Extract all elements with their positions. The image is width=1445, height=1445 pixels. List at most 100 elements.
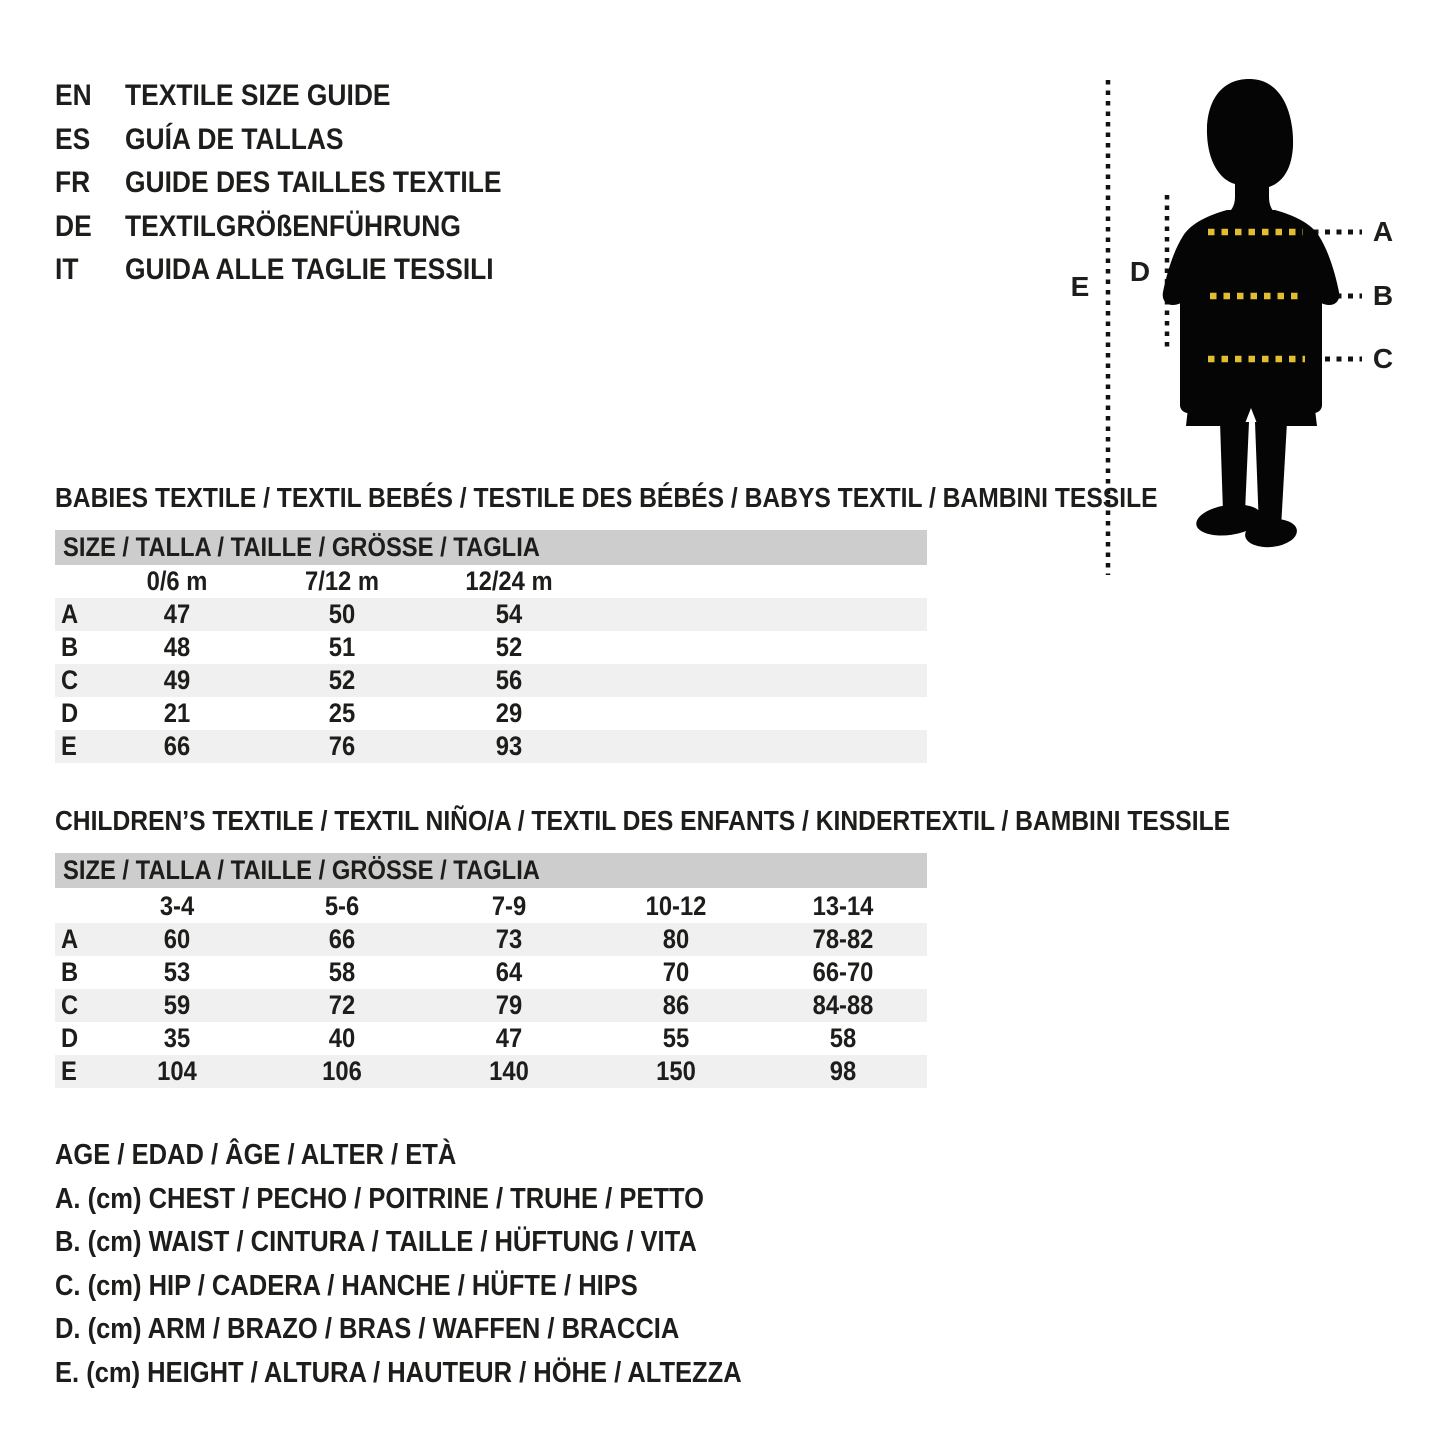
page-title-en: TEXTILE SIZE GUIDE	[125, 79, 391, 112]
table-cell: 21	[163, 698, 191, 728]
table-cell: 47	[495, 1023, 523, 1053]
table-row: B 53 58 64 70 66-70	[55, 956, 927, 989]
child-silhouette	[1162, 78, 1340, 548]
children-col-0: 3-4	[159, 891, 195, 921]
legend-height: E. (cm) HEIGHT / ALTURA / HAUTEUR / HÖHE…	[55, 1356, 742, 1389]
table-cell: 56	[495, 665, 523, 695]
babies-column-header-row: 0/6 m 7/12 m 12/24 m	[55, 565, 927, 598]
page-title-it: GUIDA ALLE TAGLIE TESSILI	[125, 253, 494, 286]
children-col-4: 13-14	[812, 891, 874, 921]
lang-code-en: EN	[55, 79, 92, 112]
table-cell: 52	[495, 632, 523, 662]
figure-label-b: B	[1372, 280, 1394, 311]
table-cell: 106	[322, 1056, 362, 1086]
row-label: A	[61, 924, 79, 954]
table-cell: 48	[163, 632, 191, 662]
legend-age: AGE / EDAD / ÂGE / ALTER / ETÀ	[55, 1139, 457, 1171]
table-row: E 104 106 140 150 98	[55, 1055, 927, 1088]
legend-waist: B. (cm) WAIST / CINTURA / TAILLE / HÜFTU…	[55, 1226, 697, 1258]
lang-row-de: DE TEXTILGRÖßENFÜHRUNG	[55, 205, 553, 249]
children-col-3: 10-12	[645, 891, 707, 921]
table-cell: 55	[662, 1023, 690, 1053]
table-cell: 40	[328, 1023, 356, 1053]
table-cell: 73	[495, 924, 523, 954]
table-cell: 50	[328, 599, 356, 629]
table-cell: 58	[328, 957, 356, 987]
figure-label-a: A	[1372, 216, 1394, 247]
table-row: A 60 66 73 80 78-82	[55, 923, 927, 956]
child-measurement-figure	[1105, 78, 1362, 575]
row-label: D	[61, 698, 79, 728]
table-cell: 66	[328, 924, 356, 954]
table-cell: 47	[163, 599, 191, 629]
children-col-1: 5-6	[324, 891, 360, 921]
lang-row-en: EN TEXTILE SIZE GUIDE	[55, 74, 553, 118]
table-cell: 54	[495, 599, 523, 629]
page-title-de: TEXTILGRÖßENFÜHRUNG	[125, 209, 461, 243]
legend-hip: C. (cm) HIP / CADERA / HANCHE / HÜFTE / …	[55, 1269, 638, 1302]
table-cell: 86	[662, 990, 690, 1020]
figure-label-d: D	[1129, 256, 1151, 287]
language-title-block: EN TEXTILE SIZE GUIDE ES GUÍA DE TALLAS FR…	[55, 74, 553, 292]
babies-col-2: 12/24 m	[465, 566, 553, 596]
table-cell: 104	[157, 1056, 197, 1086]
lang-row-es: ES GUÍA DE TALLAS	[55, 118, 553, 162]
table-cell: 58	[829, 1023, 857, 1053]
table-cell: 25	[328, 698, 356, 728]
lang-code-it: IT	[55, 253, 79, 286]
table-cell: 51	[328, 632, 356, 662]
table-row: B 48 51 52	[55, 631, 927, 664]
measurement-legend: AGE / EDAD / ÂGE / ALTER / ETÀ A. (cm) C…	[55, 1134, 835, 1395]
lang-code-es: ES	[55, 122, 91, 156]
lang-code-fr: FR	[55, 166, 91, 199]
table-cell: 52	[328, 665, 356, 695]
table-cell: 140	[489, 1056, 529, 1086]
table-row: A 47 50 54	[55, 598, 927, 631]
children-table-title: CHILDREN’S TEXTILE / TEXTIL NIÑO/A / TEX…	[55, 805, 1231, 836]
lang-row-fr: FR GUIDE DES TAILLES TEXTILE	[55, 161, 553, 205]
babies-table-section: BABIES TEXTILE / TEXTIL BEBÉS / TESTILE …	[55, 484, 1158, 774]
row-label: B	[61, 957, 79, 987]
table-cell: 66	[163, 731, 191, 761]
row-label: C	[61, 665, 79, 695]
children-col-2: 7-9	[491, 891, 527, 921]
table-row: D 35 40 47 55 58	[55, 1022, 927, 1055]
table-row: C 59 72 79 86 84-88	[55, 989, 927, 1022]
children-table-header-label: SIZE / TALLA / TAILLE / GRÖSSE / TAGLIA	[63, 855, 540, 885]
table-cell: 150	[656, 1056, 696, 1086]
table-cell: 80	[662, 924, 690, 954]
babies-col-1: 7/12 m	[305, 566, 379, 596]
table-cell: 72	[328, 990, 356, 1020]
children-table-section: CHILDREN’S TEXTILE / TEXTIL NIÑO/A / TEX…	[55, 807, 1230, 1097]
table-cell: 35	[163, 1023, 191, 1053]
table-cell: 76	[328, 731, 356, 761]
table-cell: 59	[163, 990, 191, 1020]
table-cell: 84-88	[812, 990, 874, 1020]
table-cell: 70	[662, 957, 690, 987]
row-label: D	[61, 1023, 79, 1053]
babies-table-header-label: SIZE / TALLA / TAILLE / GRÖSSE / TAGLIA	[63, 532, 540, 562]
row-label: E	[61, 1056, 77, 1086]
legend-arm: D. (cm) ARM / BRAZO / BRAS / WAFFEN / BR…	[55, 1313, 680, 1345]
lang-code-de: DE	[55, 209, 92, 243]
row-label: B	[61, 632, 79, 662]
lang-row-it: IT GUIDA ALLE TAGLIE TESSILI	[55, 248, 553, 292]
table-row: E 66 76 93	[55, 730, 927, 763]
table-row: C 49 52 56	[55, 664, 927, 697]
table-cell: 79	[495, 990, 523, 1020]
table-cell: 78-82	[812, 924, 874, 954]
babies-table-header-bar: SIZE / TALLA / TAILLE / GRÖSSE / TAGLIA	[55, 530, 927, 565]
children-table-header-bar: SIZE / TALLA / TAILLE / GRÖSSE / TAGLIA	[55, 853, 927, 888]
row-label: C	[61, 990, 79, 1020]
table-cell: 66-70	[812, 957, 874, 987]
figure-label-c: C	[1372, 343, 1394, 374]
table-cell: 93	[495, 731, 523, 761]
table-cell: 53	[163, 957, 191, 987]
page-title-fr: GUIDE DES TAILLES TEXTILE	[125, 166, 502, 199]
table-cell: 60	[163, 924, 191, 954]
children-column-header-row: 3-4 5-6 7-9 10-12 13-14	[55, 890, 927, 923]
row-label: A	[61, 599, 79, 629]
table-row: D 21 25 29	[55, 697, 927, 730]
babies-col-0: 0/6 m	[146, 566, 208, 596]
